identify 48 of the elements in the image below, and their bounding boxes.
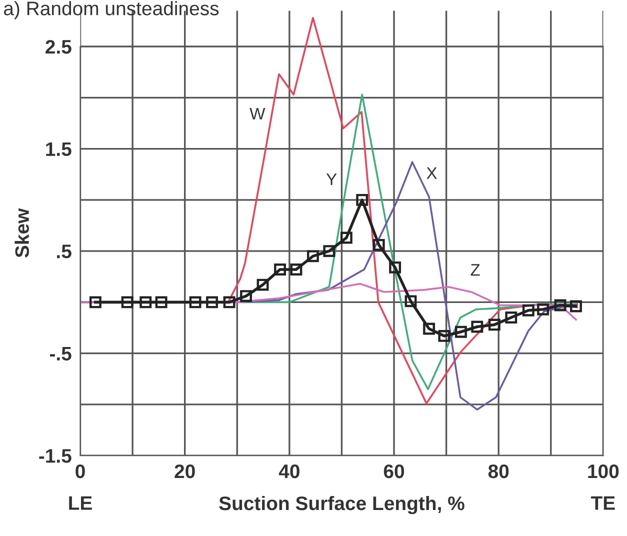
point	[471, 320, 484, 333]
point	[488, 318, 500, 331]
point	[340, 232, 352, 244]
y-tick-label: -.5	[50, 346, 72, 361]
point	[356, 194, 368, 206]
series-label: Z	[470, 264, 480, 276]
x-axis-title: Suction Surface Length, %	[219, 496, 464, 514]
series-label: W	[250, 108, 266, 120]
point	[290, 263, 302, 276]
point	[423, 322, 436, 335]
point	[522, 304, 534, 316]
x-tick-label: 100	[588, 464, 619, 478]
text: TE	[590, 496, 615, 510]
x-tick-label: 80	[488, 464, 509, 478]
point	[570, 300, 582, 312]
point	[372, 238, 385, 251]
point	[323, 245, 336, 258]
y-tick-label: 2.5	[46, 40, 72, 54]
point	[89, 296, 102, 308]
x-tick-label: 20	[174, 464, 195, 478]
x-tick-label: 40	[278, 464, 300, 478]
point	[121, 296, 134, 308]
point	[140, 296, 152, 308]
point	[306, 250, 319, 262]
point	[240, 290, 252, 302]
x-tick-label: 60	[384, 464, 404, 478]
text: LE	[69, 496, 92, 510]
y-tick-label: -1.5	[39, 449, 72, 463]
x-tick-label: 0	[76, 464, 85, 478]
point	[274, 263, 286, 276]
point	[206, 296, 218, 308]
point	[537, 303, 550, 316]
point	[223, 296, 236, 308]
point	[404, 295, 417, 308]
y-axis-title: Skew	[14, 208, 30, 258]
chart-title: a) Random unsteadiness	[4, 1, 219, 20]
point	[554, 299, 566, 312]
point	[256, 278, 269, 291]
point	[454, 326, 467, 338]
series-label: Y	[326, 174, 337, 186]
point	[155, 296, 168, 308]
y-tick-label: .5	[57, 244, 72, 258]
y-tick-label: 1.5	[46, 142, 72, 156]
point	[189, 296, 202, 308]
point	[438, 330, 450, 342]
point	[505, 312, 518, 324]
series-label: X	[426, 167, 437, 179]
point	[389, 261, 402, 274]
